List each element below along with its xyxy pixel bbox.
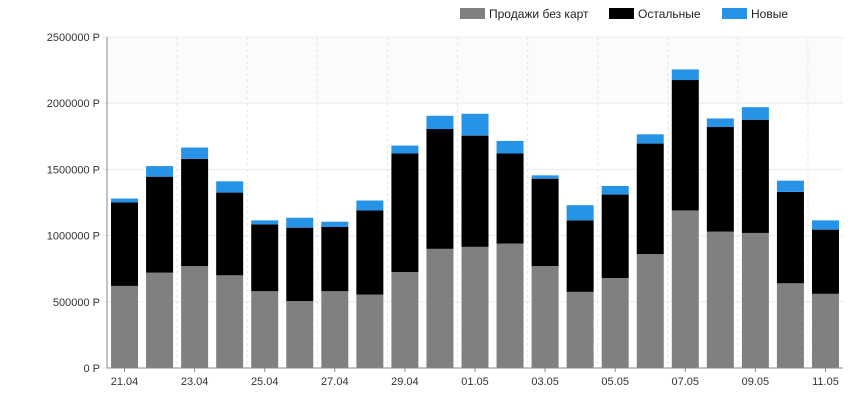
y-tick-label: 500000 Р bbox=[53, 297, 100, 309]
bar-segment bbox=[181, 266, 209, 368]
bar-segment bbox=[531, 178, 559, 267]
legend-item[interactable]: Продажи без карт bbox=[460, 7, 589, 21]
y-axis-labels: 0 Р 500000 Р 1000000 Р 1500000 Р 2000000 Р 25… bbox=[47, 32, 100, 375]
bar-segment bbox=[601, 194, 629, 278]
x-tick-label: 05.05 bbox=[601, 376, 629, 388]
bar-segment bbox=[391, 153, 419, 273]
bar-segment bbox=[671, 210, 699, 368]
x-tick-label: 07.05 bbox=[672, 376, 700, 388]
bar-segment bbox=[391, 272, 419, 368]
bar-segment bbox=[566, 205, 594, 221]
bar-segment bbox=[321, 226, 349, 292]
legend-swatch bbox=[609, 8, 634, 19]
bar-segment bbox=[461, 113, 489, 136]
x-tick-label: 21.04 bbox=[111, 376, 139, 388]
bar-segment bbox=[461, 246, 489, 368]
bar-segment bbox=[391, 145, 419, 154]
bar-segment bbox=[706, 231, 734, 368]
x-tick-label: 03.05 bbox=[531, 376, 559, 388]
bar-segment bbox=[426, 248, 454, 368]
bar-segment bbox=[811, 220, 839, 230]
bar-segment bbox=[601, 185, 629, 195]
legend-label: Остальные bbox=[638, 7, 701, 21]
bar-segment bbox=[601, 277, 629, 368]
legend-swatch bbox=[460, 8, 485, 19]
grid-band bbox=[107, 37, 843, 104]
bar-segment bbox=[531, 266, 559, 368]
bar-segment bbox=[251, 291, 279, 368]
bar-segment bbox=[111, 202, 139, 286]
bar-segment bbox=[636, 143, 664, 255]
bar-segment bbox=[181, 158, 209, 267]
bar-segment bbox=[776, 180, 804, 192]
bar-segment bbox=[776, 283, 804, 368]
bar-segment bbox=[566, 220, 594, 292]
bar-segment bbox=[531, 175, 559, 179]
bar-segment bbox=[566, 291, 594, 368]
bar-segment bbox=[811, 293, 839, 368]
bar-segment bbox=[811, 229, 839, 294]
bar-segment bbox=[356, 210, 384, 295]
legend-swatch bbox=[722, 8, 747, 19]
legend: Продажи без карт Остальные Новые bbox=[460, 7, 788, 21]
y-tick-label: 2500000 Р bbox=[47, 32, 100, 44]
bar-segment bbox=[146, 176, 174, 273]
bar-segment bbox=[216, 275, 244, 368]
bar-segment bbox=[426, 115, 454, 130]
bar-segment bbox=[216, 181, 244, 193]
bar-segment bbox=[636, 134, 664, 144]
x-tick-label: 27.04 bbox=[321, 376, 349, 388]
bar-segment bbox=[776, 191, 804, 284]
legend-item[interactable]: Остальные bbox=[609, 7, 701, 21]
x-tick-label: 11.05 bbox=[812, 376, 839, 388]
y-tick-label: 2000000 Р bbox=[47, 98, 100, 110]
bar-segment bbox=[356, 200, 384, 211]
bar-segment bbox=[146, 166, 174, 177]
bar-segment bbox=[741, 107, 769, 120]
legend-item[interactable]: Новые bbox=[722, 7, 788, 21]
bar-segment bbox=[111, 285, 139, 368]
bar-segment bbox=[111, 198, 139, 203]
x-tick-label: 23.04 bbox=[181, 376, 209, 388]
bar-segment bbox=[636, 254, 664, 368]
bar-segment bbox=[706, 118, 734, 128]
legend-label: Продажи без карт bbox=[489, 7, 589, 21]
bar-segment bbox=[741, 232, 769, 368]
x-tick-label: 01.05 bbox=[461, 376, 489, 388]
bar-segment bbox=[286, 301, 314, 368]
bar-segment bbox=[216, 192, 244, 276]
bar-segment bbox=[741, 119, 769, 233]
x-tick-label: 29.04 bbox=[391, 376, 419, 388]
bar-segment bbox=[671, 69, 699, 81]
y-tick-label: 1500000 Р bbox=[47, 164, 100, 176]
bar-segment bbox=[286, 217, 314, 228]
bar-segment bbox=[321, 291, 349, 368]
bar-segment bbox=[496, 243, 524, 368]
x-axis-labels: 21.04 23.04 25.04 27.04 29.04 01.05 03.05 05.05… bbox=[111, 376, 839, 388]
bar-segment bbox=[146, 272, 174, 368]
bar-segment bbox=[251, 224, 279, 292]
axes bbox=[106, 37, 843, 372]
x-tick-label: 09.05 bbox=[742, 376, 770, 388]
legend-label: Новые bbox=[751, 7, 788, 21]
x-tick-label: 25.04 bbox=[251, 376, 279, 388]
bar-segment bbox=[181, 147, 209, 159]
bar-segment bbox=[426, 129, 454, 249]
bar-segment bbox=[286, 227, 314, 302]
y-tick-label: 1000000 Р bbox=[47, 231, 100, 243]
bar-segment bbox=[496, 153, 524, 244]
bar-segment bbox=[496, 140, 524, 154]
bar-segment bbox=[706, 127, 734, 232]
bar-segment bbox=[251, 220, 279, 225]
bar-segment bbox=[356, 294, 384, 368]
bar-segment bbox=[461, 135, 489, 247]
bars bbox=[111, 69, 839, 368]
bar-segment bbox=[671, 80, 699, 211]
y-tick-label: 0 Р bbox=[83, 363, 100, 375]
bar-segment bbox=[321, 221, 349, 227]
